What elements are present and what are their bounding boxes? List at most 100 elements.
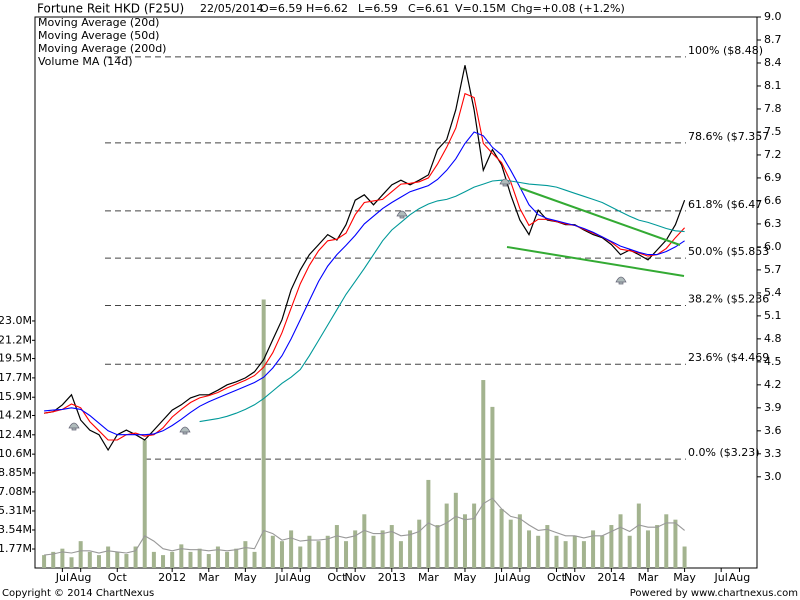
y2-tick-label: 3.54M (0, 523, 32, 536)
volume-bar (371, 535, 376, 568)
volume-bar (151, 551, 156, 568)
volume-bar (142, 440, 147, 568)
volume-bar (591, 530, 596, 568)
bell-icon (499, 178, 511, 187)
y-tick-label: 8.4 (764, 56, 782, 69)
x-tick-label: 2012 (158, 571, 186, 584)
volume-bar (645, 530, 650, 568)
volume-bar (554, 535, 559, 568)
volume-bar (517, 514, 522, 568)
volume-bar (316, 541, 321, 568)
x-tick-label: Aug (729, 571, 750, 584)
y-tick-label: 5.1 (764, 309, 782, 322)
volume-bar (124, 554, 129, 568)
volume-bar (243, 541, 248, 568)
x-tick-label: May (454, 571, 477, 584)
volume-bar (234, 548, 239, 568)
x-tick-label: Nov (564, 571, 586, 584)
volume-bar (289, 530, 294, 568)
bell-icon (68, 422, 80, 431)
volume-bar (655, 525, 660, 568)
y-tick-label: 5.7 (764, 263, 782, 276)
volume-bar (325, 535, 330, 568)
legend-entry: Volume MA (14d) (38, 55, 132, 68)
volume-bar (188, 551, 193, 568)
y-tick-label: 8.1 (764, 79, 782, 92)
y-tick-label: 4.2 (764, 378, 782, 391)
x-tick-label: Jul (274, 571, 288, 584)
legend-entry: Moving Average (20d) (38, 16, 159, 29)
y-tick-label: 3.0 (764, 470, 782, 483)
volume-bar (682, 546, 687, 568)
volume-bar (69, 557, 74, 568)
volume-bar (270, 535, 275, 568)
volume-bar (344, 541, 349, 568)
volume-bar (307, 535, 312, 568)
volume-bar (279, 541, 284, 568)
volume-bar (398, 541, 403, 568)
volume-bar (627, 535, 632, 568)
volume-bar (252, 551, 257, 568)
volume-bar (298, 546, 303, 568)
plot-frame (34, 16, 758, 569)
volume-bar (60, 548, 65, 568)
y2-tick-label: 23.0M (0, 314, 32, 327)
x-tick-label: Oct (327, 571, 347, 584)
y-tick-label: 5.4 (764, 286, 782, 299)
legend-entry: Moving Average (50d) (38, 29, 159, 42)
volume-bar (408, 530, 413, 568)
volume-bar (453, 492, 458, 568)
retracement-label: 23.6% ($4.469 (688, 351, 769, 364)
volume-bar (572, 535, 577, 568)
y2-tick-label: 10.6M (0, 447, 32, 460)
trend-line (506, 246, 685, 277)
bell-icon (179, 426, 191, 435)
volume-bar (197, 548, 202, 568)
volume-bar (600, 535, 605, 568)
volume-bar (106, 546, 111, 568)
footer-copyright: Copyright © 2014 ChartNexus (2, 588, 154, 599)
y-tick-label: 4.8 (764, 332, 782, 345)
y2-tick-label: 1.77M (0, 542, 32, 555)
volume-bar (334, 525, 339, 568)
x-tick-label: 2014 (597, 571, 625, 584)
volume-bar (417, 519, 422, 568)
y-tick-label: 9.0 (764, 10, 782, 23)
y2-tick-label: 12.4M (0, 428, 32, 441)
volume-bar (96, 555, 101, 568)
series-line (199, 179, 685, 423)
retracement-label: 50.0% ($5.853 (688, 245, 769, 258)
trend-line (519, 187, 681, 246)
y2-tick-label: 17.7M (0, 371, 32, 384)
volume-bar (527, 530, 532, 568)
volume-bar (673, 519, 678, 568)
x-tick-label: Aug (509, 571, 530, 584)
volume-bar (462, 514, 467, 568)
x-tick-label: May (673, 571, 696, 584)
x-tick-label: Mar (638, 571, 659, 584)
bell-icon (396, 210, 408, 219)
volume-bar (225, 551, 230, 568)
y-tick-label: 8.7 (764, 33, 782, 46)
y2-tick-label: 21.2M (0, 333, 32, 346)
retracement-label: 38.2% ($5.236 (688, 292, 769, 305)
y-tick-label: 3.3 (764, 447, 782, 460)
x-tick-label: Jul (714, 571, 728, 584)
x-tick-label: 2013 (378, 571, 406, 584)
x-tick-label: May (234, 571, 257, 584)
volume-bar (161, 555, 166, 568)
volume-bar (261, 299, 266, 568)
volume-bar (179, 544, 184, 568)
volume-bar (499, 508, 504, 568)
y2-tick-label: 8.85M (0, 466, 32, 479)
x-tick-label: Mar (198, 571, 219, 584)
volume-bar (133, 546, 138, 568)
volume-bar (444, 503, 449, 568)
volume-bar (481, 380, 486, 568)
volume-bar (362, 514, 367, 568)
quote-change: Chg=+0.08 (+1.2%) (511, 2, 625, 15)
y2-tick-label: 5.31M (0, 504, 32, 517)
volume-bar (170, 551, 175, 568)
